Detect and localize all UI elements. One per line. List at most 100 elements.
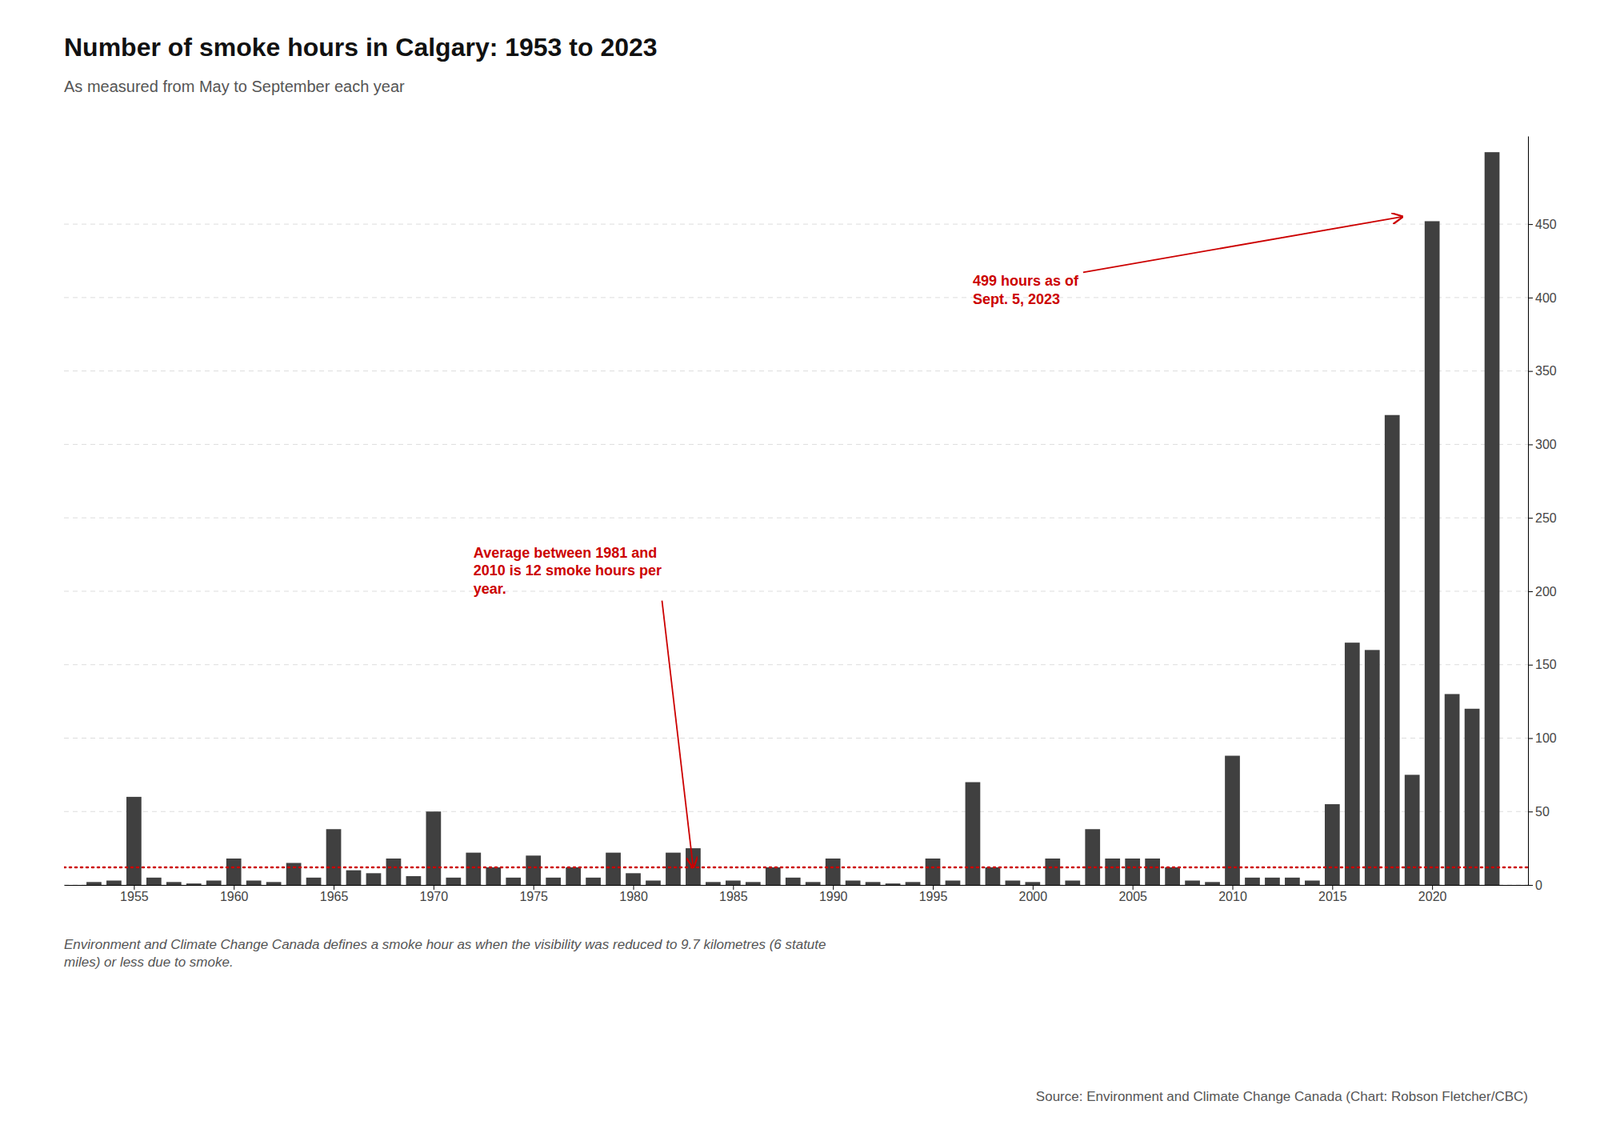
x-tick-label: 2005 (1118, 889, 1148, 904)
bar (386, 858, 402, 885)
text-line: Average between 1981 and (473, 544, 657, 561)
bar (765, 867, 781, 885)
x-tick-label: 1965 (320, 889, 349, 904)
bar (1124, 858, 1140, 885)
bar (1324, 804, 1340, 885)
text-line: Sept. 5, 2023 (972, 291, 1060, 308)
grid-line (64, 737, 1528, 739)
x-tick-label: 1970 (420, 889, 449, 904)
bar (206, 880, 222, 885)
bar (565, 867, 581, 885)
bar (86, 881, 102, 885)
text-line: year. (473, 580, 507, 597)
bar (286, 862, 302, 885)
y-axis-line (1528, 136, 1529, 886)
bar (505, 877, 521, 885)
x-tick-mark (1132, 884, 1134, 890)
x-tick: 2000 (1019, 884, 1048, 904)
x-tick: 2010 (1218, 884, 1248, 904)
bar (665, 852, 681, 885)
text-line: Source: Environment and Climate Change C… (1036, 1088, 1528, 1104)
x-tick: 1990 (819, 884, 848, 904)
bar (1024, 881, 1040, 885)
bar (465, 852, 481, 885)
y-tick-mark (1528, 664, 1533, 666)
y-tick-label: 350 (1535, 364, 1557, 378)
x-tick: 2020 (1418, 884, 1448, 904)
annotation: 499 hours as of Sept. 5, 2023 (972, 272, 1080, 308)
grid (64, 224, 1528, 885)
y-tick-label: 100 (1535, 731, 1557, 745)
source: Source: Environment and Climate Change C… (1036, 1088, 1528, 1104)
bar (1404, 774, 1420, 885)
x-tick-label: 2020 (1418, 889, 1448, 904)
x-tick-mark (832, 884, 834, 890)
bar (645, 880, 661, 885)
bar (106, 880, 122, 885)
y-tick-label: 300 (1535, 437, 1557, 452)
bar (585, 877, 601, 885)
bar (1384, 415, 1400, 885)
x-tick-mark (732, 884, 734, 890)
x-tick: 1985 (719, 884, 748, 904)
bar (845, 880, 861, 885)
y-tick-label: 250 (1535, 511, 1557, 525)
reference-line (64, 866, 1528, 869)
y-tick-mark (1528, 517, 1533, 519)
x-tick-mark (633, 884, 635, 890)
x-tick: 1975 (519, 884, 548, 904)
x-tick: 1970 (420, 884, 449, 904)
x-tick-label: 1990 (819, 889, 848, 904)
bar (246, 880, 262, 885)
x-tick-mark (932, 884, 934, 890)
bar (1424, 220, 1440, 885)
bar (426, 811, 442, 885)
y-tick: 100 (1528, 731, 1557, 745)
x-tick-mark (1332, 884, 1333, 890)
y-tick-mark (1528, 444, 1533, 445)
bar (1164, 867, 1180, 885)
bar (346, 870, 362, 885)
bar (326, 828, 342, 885)
bar (146, 877, 162, 885)
y-tick-label: 200 (1535, 584, 1557, 599)
x-tick-mark (533, 884, 535, 890)
grid-line (64, 444, 1528, 445)
x-tick-label: 1975 (519, 889, 548, 904)
bar (1204, 881, 1220, 885)
grid-line (64, 517, 1528, 519)
y-tick-label: 450 (1535, 217, 1557, 232)
x-tick-mark (1032, 884, 1034, 890)
text-line: 499 hours as of (972, 272, 1080, 289)
x-tick-mark (1232, 884, 1234, 890)
y-tick: 450 (1528, 217, 1557, 232)
bar (1484, 152, 1500, 885)
x-axis: 1955196019651970197519801985199019952000… (64, 884, 1529, 904)
bar (745, 881, 761, 885)
x-tick: 1995 (919, 884, 948, 904)
x-tick-mark (133, 884, 135, 890)
background (0, 0, 1600, 1133)
bar (406, 876, 422, 885)
grid-line (64, 664, 1528, 665)
annotation-arrow (1083, 216, 1403, 272)
bar (1264, 877, 1280, 885)
bar (226, 858, 242, 885)
bar (1224, 755, 1240, 885)
bar (985, 867, 1001, 885)
bar (366, 872, 382, 885)
x-tick-label: 2010 (1218, 889, 1248, 904)
x-tick-label: 1955 (120, 889, 149, 904)
bar (865, 881, 881, 885)
grid-line (64, 811, 1528, 812)
bar (485, 867, 501, 885)
y-tick-mark (1528, 591, 1533, 592)
x-tick-label: 1980 (619, 889, 648, 904)
x-tick-label: 1985 (719, 889, 748, 904)
x-tick-label: 2015 (1318, 889, 1348, 904)
subtitle: As measured from May to September each y… (64, 77, 405, 96)
grid-line (64, 296, 1528, 298)
bar (126, 796, 142, 885)
bar (545, 877, 561, 885)
y-tick-label: 150 (1535, 657, 1557, 672)
